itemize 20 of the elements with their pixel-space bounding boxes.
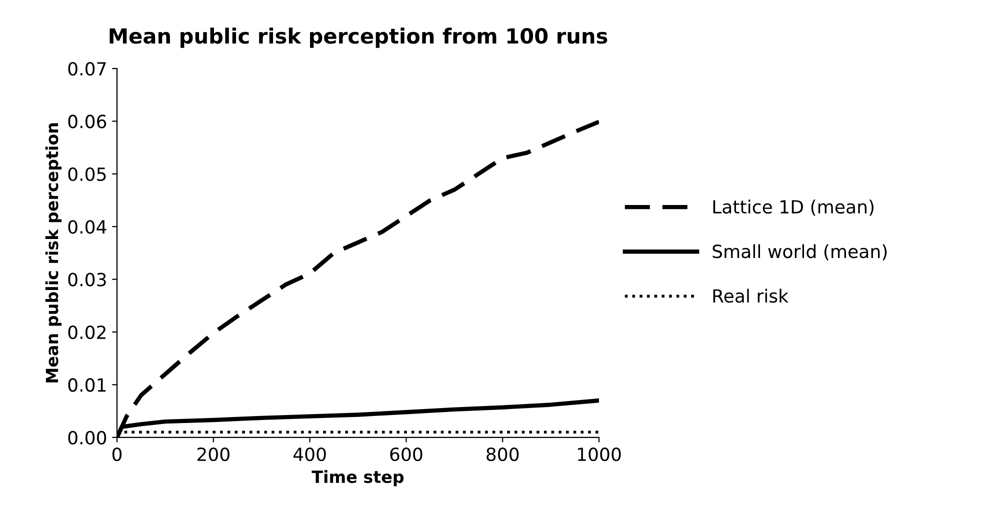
legend-label: Lattice 1D (mean) <box>713 200 874 216</box>
y-tick-label: 0.00 <box>68 430 106 445</box>
y-tick-label: 0.05 <box>68 167 106 182</box>
x-tick-label: 600 <box>390 447 422 462</box>
chart-title: Mean public risk perception from 100 runs <box>110 28 608 48</box>
x-axis-title: Time step <box>312 470 404 486</box>
y-tick-label: 0.06 <box>68 114 106 128</box>
y-axis-title: Mean public risk perception <box>45 123 62 382</box>
y-tick-label: 0.04 <box>68 220 106 234</box>
x-tick-label: 0 <box>112 447 122 462</box>
legend-label: Small world (mean) <box>712 244 887 260</box>
y-tick-label: 0.03 <box>68 272 106 286</box>
legend-label: Real risk <box>713 288 788 303</box>
y-tick-label: 0.02 <box>68 325 106 340</box>
y-tick-label: 0.01 <box>68 378 106 392</box>
x-tick-label: 400 <box>293 447 326 462</box>
y-tick-label: 0.07 <box>68 62 106 76</box>
x-tick-label: 1000 <box>578 447 621 462</box>
x-tick-label: 800 <box>486 447 519 462</box>
x-tick-label: 200 <box>197 447 230 462</box>
